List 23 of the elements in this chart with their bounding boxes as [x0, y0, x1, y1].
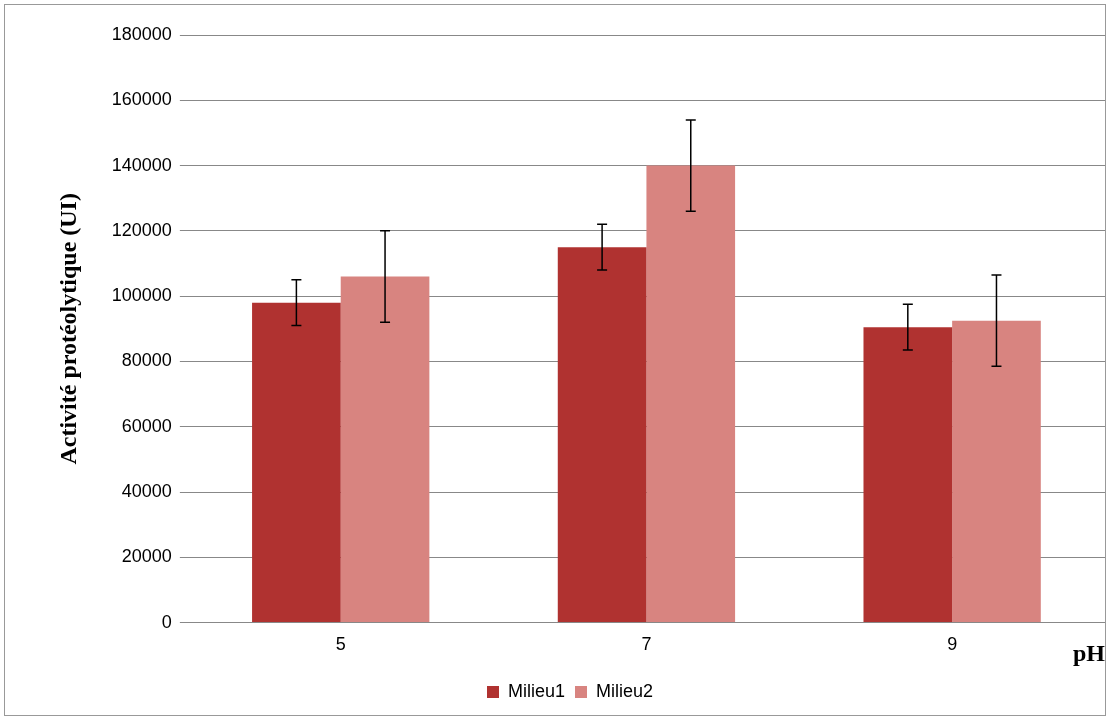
y-tick-label: 180000	[111, 23, 172, 44]
y-tick-label: 20000	[121, 546, 172, 567]
x-tick-label: 9	[947, 634, 958, 655]
x-axis-title: pH	[1072, 639, 1106, 666]
y-tick-label: 140000	[111, 154, 172, 175]
y-tick-label: 0	[161, 611, 172, 632]
y-tick-label: 40000	[121, 480, 172, 501]
bar	[340, 276, 430, 623]
bar	[252, 302, 341, 623]
legend-label: Milieu1	[507, 680, 566, 701]
bar	[646, 165, 736, 623]
x-tick-label: 5	[335, 634, 346, 655]
legend-label: Milieu2	[596, 680, 654, 701]
y-tick-label: 100000	[111, 285, 172, 306]
y-axis-title: Activité protéolytique (UI)	[54, 193, 81, 465]
y-tick-label: 60000	[121, 415, 172, 436]
bar	[863, 327, 953, 623]
y-tick-label: 80000	[121, 350, 172, 371]
y-tick-label: 120000	[111, 219, 172, 240]
y-tick-label: 160000	[111, 89, 172, 110]
x-tick-label: 7	[641, 634, 652, 655]
bar	[557, 247, 647, 623]
bar	[952, 320, 1041, 623]
